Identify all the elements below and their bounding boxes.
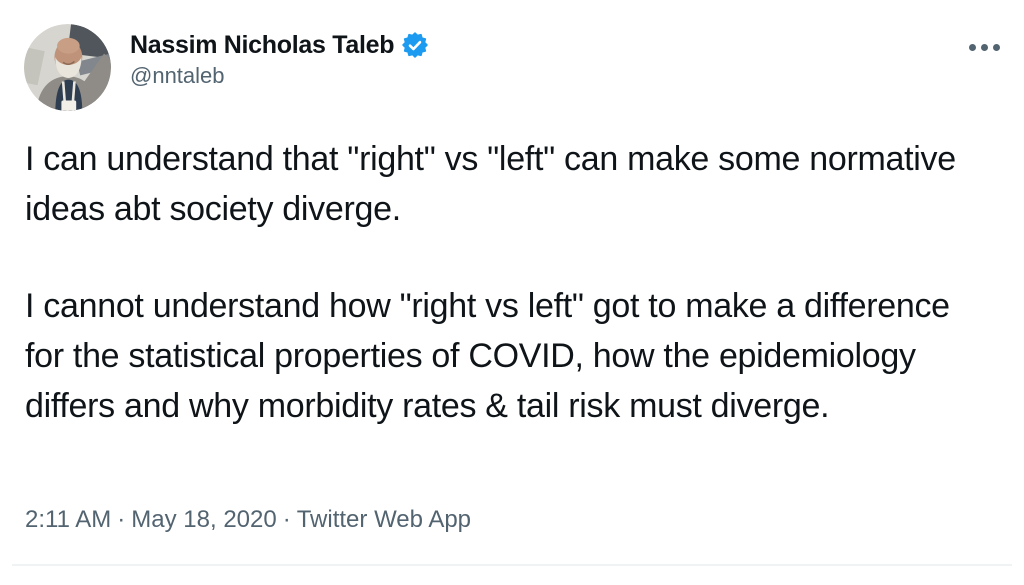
more-options-icon (969, 43, 976, 51)
tweet-meta: 2:11 AM · May 18, 2020 · Twitter Web App (25, 506, 471, 534)
profile-photo (24, 24, 111, 111)
timestamp-date[interactable]: May 18, 2020 (131, 506, 277, 533)
meta-separator: · (282, 506, 291, 533)
meta-separator: · (117, 506, 126, 533)
avatar[interactable] (24, 24, 111, 111)
tweet-paragraph: I can understand that "right" vs "left" … (25, 140, 956, 228)
author-link[interactable]: Nassim Nicholas Taleb (130, 30, 428, 60)
author-display-name: Nassim Nicholas Taleb (130, 31, 395, 59)
bottom-divider (12, 564, 1012, 566)
tweet-paragraph: I cannot understand how "right vs left" … (25, 287, 950, 425)
timestamp-time[interactable]: 2:11 AM (25, 506, 112, 533)
verified-check-icon (402, 32, 428, 58)
tweet-source[interactable]: Twitter Web App (296, 506, 472, 533)
author-handle[interactable]: @nntaleb (130, 63, 225, 88)
tweet-text: I can understand that "right" vs "left" … (25, 134, 990, 431)
more-options-button[interactable] (960, 34, 1000, 60)
